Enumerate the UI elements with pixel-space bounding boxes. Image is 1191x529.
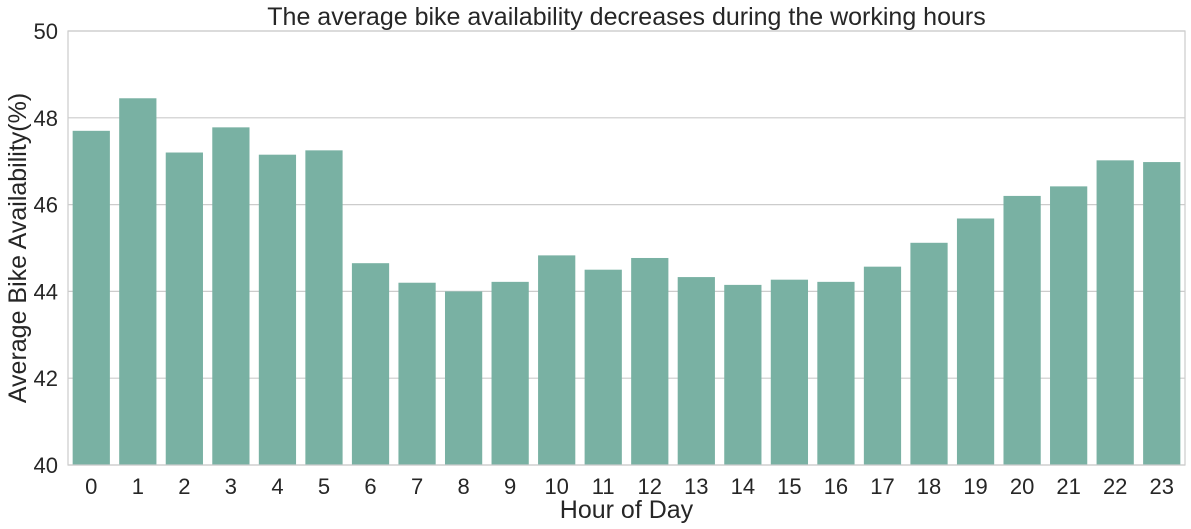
bar-hour-23: [1143, 162, 1181, 465]
bar-hour-18: [910, 242, 948, 465]
x-tick-label: 13: [684, 474, 708, 499]
plot-frame: [67, 30, 1186, 466]
bar-hour-6: [351, 263, 390, 465]
x-tick-label: 8: [457, 474, 469, 499]
bar-hour-15: [770, 279, 809, 465]
x-tick-label: 19: [963, 474, 987, 499]
x-tick-label: 15: [777, 474, 801, 499]
x-tick-label: 5: [318, 474, 330, 499]
y-tick-labels: 40 42 44 46 48 50: [34, 19, 58, 478]
x-tick-label: 21: [1056, 474, 1080, 499]
x-tick-label: 23: [1149, 474, 1173, 499]
y-tick-label: 50: [34, 19, 58, 44]
y-tick-label: 40: [34, 453, 58, 478]
x-tick-label: 3: [225, 474, 237, 499]
bar-hour-3: [212, 127, 250, 466]
bar-hour-5: [305, 150, 343, 465]
bar-hour-19: [956, 218, 995, 465]
bar-hour-17: [863, 266, 902, 465]
bar-hour-1: [119, 98, 157, 466]
x-tick-label: 11: [592, 474, 615, 499]
bar-hour-20: [1003, 195, 1041, 466]
x-tick-label: 18: [917, 474, 941, 499]
x-tick-label: 9: [504, 474, 516, 499]
x-tick-label: 22: [1103, 474, 1127, 499]
bar-hour-10: [538, 255, 576, 465]
bar-hour-12: [631, 257, 669, 465]
x-tick-label: 6: [364, 474, 376, 499]
bar-hour-9: [491, 281, 529, 465]
x-tick-label: 10: [544, 474, 568, 499]
y-axis-label: Average Bike Availability(%): [4, 93, 32, 403]
bar-hour-16: [817, 281, 855, 465]
bars: [72, 98, 1181, 466]
x-axis-label: Hour of Day: [560, 496, 694, 524]
bar-hour-4: [258, 154, 297, 465]
bar-hour-7: [398, 282, 436, 465]
bar-hour-0: [72, 130, 110, 465]
x-tick-label: 2: [178, 474, 190, 499]
y-tick-label: 42: [34, 366, 58, 391]
y-tick-label: 46: [34, 193, 58, 218]
x-tick-label: 14: [731, 474, 755, 499]
bar-hour-13: [677, 277, 715, 465]
x-tick-label: 1: [132, 474, 144, 499]
y-tick-label: 48: [34, 106, 58, 131]
x-tick-label: 20: [1010, 474, 1034, 499]
x-tick-label: 16: [824, 474, 848, 499]
x-tick-labels: 0 1 2 3 4 5 6 7 8 9 10 11 12 13 14 15 16 17 18 19 20 21 22 23: [85, 474, 1174, 499]
x-tick-label: 17: [870, 474, 894, 499]
x-tick-label: 4: [271, 474, 283, 499]
bar-hour-22: [1096, 160, 1134, 465]
bar-hour-21: [1050, 186, 1088, 465]
x-tick-label: 7: [411, 474, 423, 499]
bar-hour-14: [724, 284, 762, 465]
y-tick-label: 44: [34, 279, 58, 304]
x-tick-label: 12: [638, 474, 662, 499]
bar-hour-2: [165, 152, 203, 465]
x-tick-label: 0: [85, 474, 97, 499]
bar-hour-11: [584, 269, 622, 465]
bar-hour-8: [444, 291, 483, 465]
chart-title: The average bike availability decreases …: [267, 3, 985, 31]
